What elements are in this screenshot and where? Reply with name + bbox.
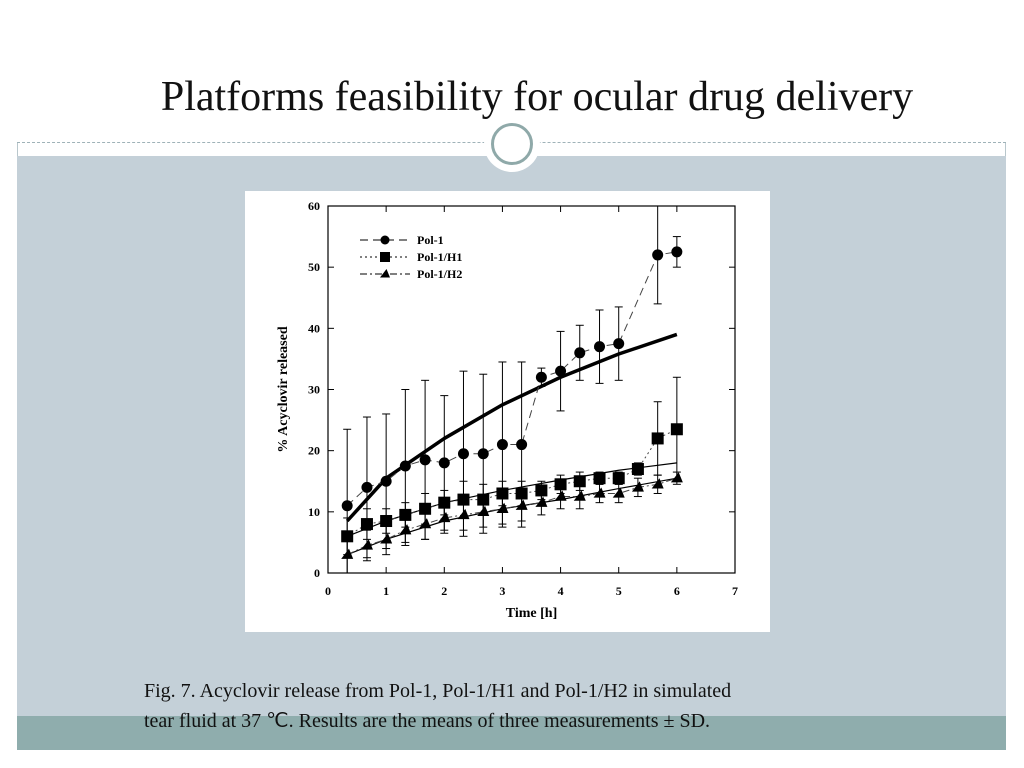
caption-line-1: Fig. 7. Acyclovir release from Pol-1, Po… [144,680,732,702]
data-point [360,518,373,531]
legend-label: Pol-1/H1 [417,250,462,264]
data-point [535,496,548,507]
x-tick-label: 6 [674,584,680,598]
release-chart-figure: 0 1 2 3 4 5 6 7 0 10 20 30 40 50 60 Time [h] % Acyclovir… [245,191,770,632]
y-tick-label: 50 [308,260,320,274]
data-point [399,524,412,535]
data-point [438,457,450,469]
legend-marker [380,252,390,262]
data-point [594,341,606,353]
data-point [477,505,490,517]
legend-label: Pol-1 [417,233,444,247]
data-point [496,439,508,451]
circle-ornament-icon [484,116,540,172]
data-point [652,249,664,261]
fit-curve [346,477,677,556]
x-tick-label: 3 [499,584,505,598]
series-line [346,251,677,507]
data-point [341,500,353,512]
data-point [380,475,392,487]
data-point [438,511,451,523]
data-point [554,490,567,501]
x-tick-label: 1 [383,584,389,598]
data-point [535,371,547,383]
data-point [631,463,644,476]
series-line [346,428,678,537]
data-point [341,548,354,559]
data-point [593,487,606,498]
x-tick-label: 2 [441,584,447,598]
data-point [670,472,683,483]
y-axis-label: % Acyclovir released [276,326,291,452]
data-point [457,508,470,520]
x-tick-label: 0 [325,584,331,598]
data-point [419,454,431,466]
legend-label: Pol-1/H2 [417,267,462,281]
data-point [574,347,586,359]
data-point [593,472,606,485]
figure-caption: Fig. 7. Acyclovir release from Pol-1, Po… [144,676,944,736]
legend-marker [380,235,390,245]
y-tick-label: 60 [308,199,320,213]
x-tick-label: 5 [616,584,622,598]
x-tick-label: 7 [732,584,738,598]
data-point [516,439,528,451]
data-point [399,460,411,472]
data-point [670,423,683,436]
data-point [651,432,664,445]
data-point [651,478,664,489]
data-point [573,490,586,501]
release-chart: 0 1 2 3 4 5 6 7 0 10 20 30 40 50 60 Time [h] % Acyclovir… [276,199,738,621]
data-point [477,448,489,460]
data-point [419,518,432,529]
x-axis-label: Time [h] [506,606,557,621]
data-point [671,246,683,258]
data-point [612,472,625,485]
y-tick-label: 0 [314,566,320,580]
slide-title: Platforms feasibility for ocular drug de… [160,74,914,120]
bottom-band [17,716,1006,750]
data-point [361,481,373,493]
data-point [457,448,469,460]
data-point [612,487,625,498]
data-point [613,338,625,350]
y-tick-label: 30 [308,383,320,397]
fit-curve [345,332,678,523]
y-tick-label: 10 [308,505,320,519]
y-tick-label: 20 [308,444,320,458]
data-point [515,499,528,510]
data-point [631,481,644,492]
data-point [496,502,509,513]
caption-line-2: tear fluid at 37 ℃. Results are the mean… [144,710,711,732]
y-tick-label: 40 [308,321,320,335]
legend-marker [380,269,390,278]
series-line [346,477,678,556]
data-point [555,365,567,377]
data-point [380,533,393,544]
data-point [360,539,373,550]
x-tick-label: 4 [558,584,564,598]
